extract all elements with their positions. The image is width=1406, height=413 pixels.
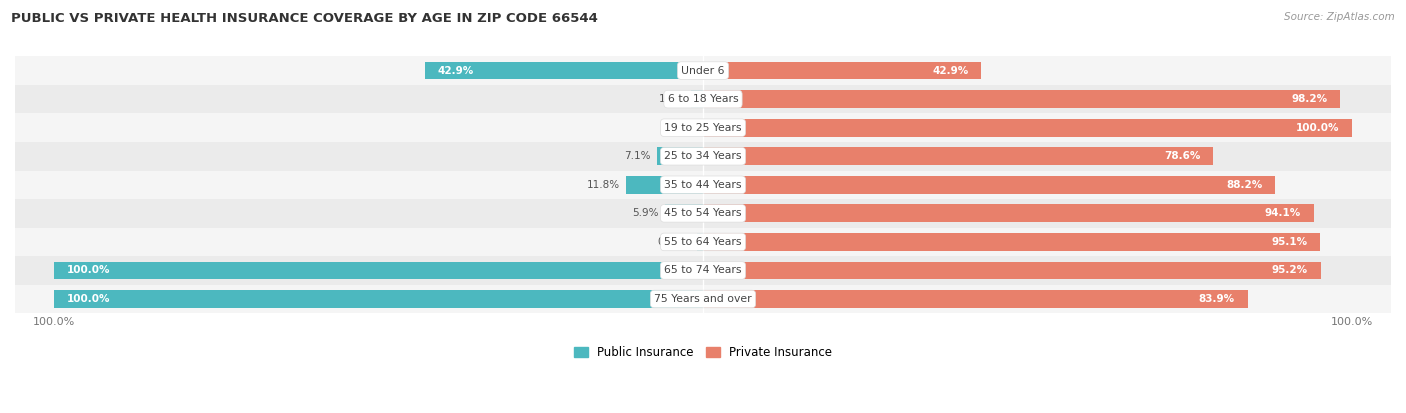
Bar xyxy=(696,233,703,251)
Text: 65 to 74 Years: 65 to 74 Years xyxy=(664,266,742,275)
Text: 55 to 64 Years: 55 to 64 Years xyxy=(664,237,742,247)
Text: 78.6%: 78.6% xyxy=(1164,151,1201,161)
Text: 35 to 44 Years: 35 to 44 Years xyxy=(664,180,742,190)
Bar xyxy=(15,142,1391,171)
Bar xyxy=(425,62,703,79)
Bar xyxy=(53,261,703,279)
Bar xyxy=(703,147,1213,165)
Text: 95.1%: 95.1% xyxy=(1271,237,1308,247)
Bar xyxy=(15,56,1391,85)
Text: 1.8%: 1.8% xyxy=(658,94,685,104)
Text: 11.8%: 11.8% xyxy=(586,180,620,190)
Text: 7.1%: 7.1% xyxy=(624,151,651,161)
Text: 42.9%: 42.9% xyxy=(932,66,969,76)
Text: 88.2%: 88.2% xyxy=(1226,180,1263,190)
Text: 100.0%: 100.0% xyxy=(67,294,111,304)
Bar xyxy=(15,285,1391,313)
Bar xyxy=(15,85,1391,114)
Text: 100.0%: 100.0% xyxy=(1295,123,1339,133)
Bar xyxy=(665,204,703,222)
Bar xyxy=(703,62,981,79)
Text: 94.1%: 94.1% xyxy=(1264,208,1301,218)
Bar xyxy=(703,176,1275,194)
Text: 83.9%: 83.9% xyxy=(1198,294,1234,304)
Text: 95.2%: 95.2% xyxy=(1272,266,1308,275)
Bar xyxy=(15,199,1391,228)
Bar xyxy=(15,171,1391,199)
Bar xyxy=(657,147,703,165)
Bar xyxy=(692,90,703,108)
Text: 98.2%: 98.2% xyxy=(1291,94,1327,104)
Bar xyxy=(15,228,1391,256)
Bar xyxy=(703,90,1340,108)
Text: Source: ZipAtlas.com: Source: ZipAtlas.com xyxy=(1284,12,1395,22)
Bar xyxy=(703,290,1247,308)
Text: 19 to 25 Years: 19 to 25 Years xyxy=(664,123,742,133)
Text: 0.0%: 0.0% xyxy=(671,123,696,133)
Text: 25 to 34 Years: 25 to 34 Years xyxy=(664,151,742,161)
Bar xyxy=(703,204,1313,222)
Bar xyxy=(703,233,1320,251)
Text: 5.9%: 5.9% xyxy=(631,208,658,218)
Bar xyxy=(15,256,1391,285)
Text: 75 Years and over: 75 Years and over xyxy=(654,294,752,304)
Text: 6 to 18 Years: 6 to 18 Years xyxy=(668,94,738,104)
Text: PUBLIC VS PRIVATE HEALTH INSURANCE COVERAGE BY AGE IN ZIP CODE 66544: PUBLIC VS PRIVATE HEALTH INSURANCE COVER… xyxy=(11,12,598,25)
Text: 42.9%: 42.9% xyxy=(437,66,474,76)
Bar xyxy=(703,119,1353,137)
Bar xyxy=(53,290,703,308)
Text: 100.0%: 100.0% xyxy=(67,266,111,275)
Bar xyxy=(627,176,703,194)
Bar xyxy=(15,114,1391,142)
Text: 0.98%: 0.98% xyxy=(657,237,690,247)
Text: Under 6: Under 6 xyxy=(682,66,724,76)
Bar xyxy=(703,261,1320,279)
Legend: Public Insurance, Private Insurance: Public Insurance, Private Insurance xyxy=(569,342,837,364)
Text: 45 to 54 Years: 45 to 54 Years xyxy=(664,208,742,218)
